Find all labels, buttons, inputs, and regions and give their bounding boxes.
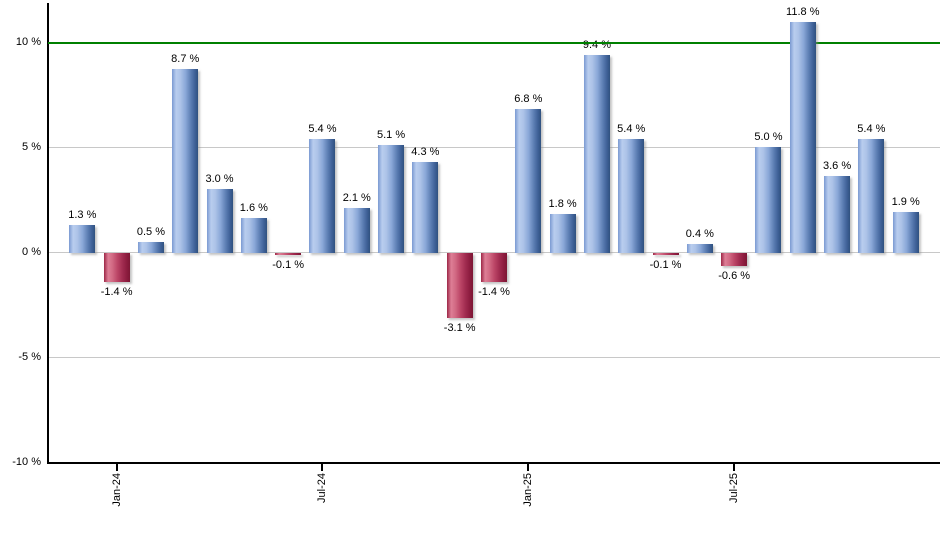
y-axis-tick-label: 0 %	[22, 246, 41, 258]
bar-month-23[interactable]	[824, 176, 851, 253]
y-axis-tick-label: 10 %	[15, 36, 41, 48]
bar-month-18[interactable]	[652, 253, 679, 256]
bar-month-3[interactable]	[137, 241, 164, 253]
bar-value-label: 0.5 %	[136, 225, 165, 238]
x-axis-tick-label: Jul-25	[728, 473, 741, 503]
bar-month-17[interactable]	[618, 138, 645, 253]
x-axis-tick-mark	[115, 462, 118, 471]
y-axis-tick-label: -5 %	[18, 351, 41, 363]
bar-value-label: 5.0 %	[754, 131, 783, 143]
bar-month-5[interactable]	[206, 189, 233, 253]
bar-value-label: 11.8 %	[786, 6, 820, 18]
bar-month-24[interactable]	[858, 138, 885, 253]
bar-value-label: 2.1 %	[342, 191, 371, 204]
gridline-5	[48, 147, 940, 148]
bar-month-1[interactable]	[69, 224, 96, 253]
bar-month-4[interactable]	[172, 69, 199, 253]
bar-value-label: -3.1 %	[443, 322, 476, 335]
bar-value-label: -1.4 %	[100, 286, 133, 299]
bar-month-22[interactable]	[789, 22, 816, 253]
bar-value-label: 8.7 %	[171, 53, 200, 66]
x-axis-tick-mark	[321, 462, 324, 471]
bar-value-label: -0.1 %	[649, 259, 682, 272]
bar-month-2[interactable]	[103, 253, 130, 283]
bar-value-label: 1.8 %	[548, 198, 577, 211]
bar-value-label: 1.9 %	[891, 196, 920, 209]
x-axis-tick-label: Jan-24	[110, 473, 123, 507]
threshold-line-10pct	[48, 42, 940, 44]
bar-month-8[interactable]	[309, 138, 336, 253]
bar-month-9[interactable]	[343, 207, 370, 253]
bar-value-label: 5.4 %	[857, 122, 886, 135]
gridline-0	[48, 252, 940, 253]
bar-month-12[interactable]	[446, 253, 473, 319]
y-axis-tick-label: 5 %	[22, 141, 41, 153]
bar-month-14[interactable]	[515, 109, 542, 253]
bar-month-10[interactable]	[378, 144, 405, 253]
x-axis-line	[47, 462, 940, 464]
bar-value-label: 5.1 %	[376, 128, 406, 141]
bar-value-label: 0.4 %	[685, 227, 714, 240]
x-axis-tick-mark	[527, 462, 530, 471]
bar-value-label: -0.6 %	[718, 269, 751, 282]
bar-month-6[interactable]	[240, 218, 267, 253]
bar-month-21[interactable]	[755, 147, 782, 253]
bar-month-11[interactable]	[412, 161, 439, 253]
bar-value-label: 1.6 %	[239, 202, 268, 215]
bar-month-25[interactable]	[892, 212, 919, 253]
x-axis-tick-label: Jan-25	[522, 473, 535, 507]
bar-value-label: 3.6 %	[822, 160, 852, 173]
bar-month-16[interactable]	[583, 54, 610, 253]
x-axis-tick-mark	[733, 462, 736, 471]
bar-value-label: -1.4 %	[478, 286, 510, 299]
y-axis-tick-label: -10 %	[12, 456, 41, 468]
bar-value-label: -0.1 %	[272, 259, 305, 272]
bar-month-7[interactable]	[275, 253, 302, 256]
bar-value-label: 5.4 %	[617, 122, 646, 135]
bar-value-label: 9.4 %	[582, 38, 611, 51]
bar-month-19[interactable]	[686, 243, 713, 253]
y-axis-line	[47, 3, 49, 464]
bar-value-label: 4.3 %	[411, 145, 440, 158]
bar-value-label: 6.8 %	[514, 93, 543, 106]
gridline--5	[48, 357, 940, 358]
bar-month-15[interactable]	[549, 214, 576, 253]
bar-value-label: 1.3 %	[68, 208, 97, 221]
bar-value-label: 3.0 %	[205, 173, 234, 185]
bar-month-13[interactable]	[481, 253, 507, 283]
x-axis-tick-label: Jul-24	[316, 473, 329, 503]
bar-value-label: 5.4 %	[308, 122, 337, 135]
bar-month-20[interactable]	[721, 253, 748, 266]
